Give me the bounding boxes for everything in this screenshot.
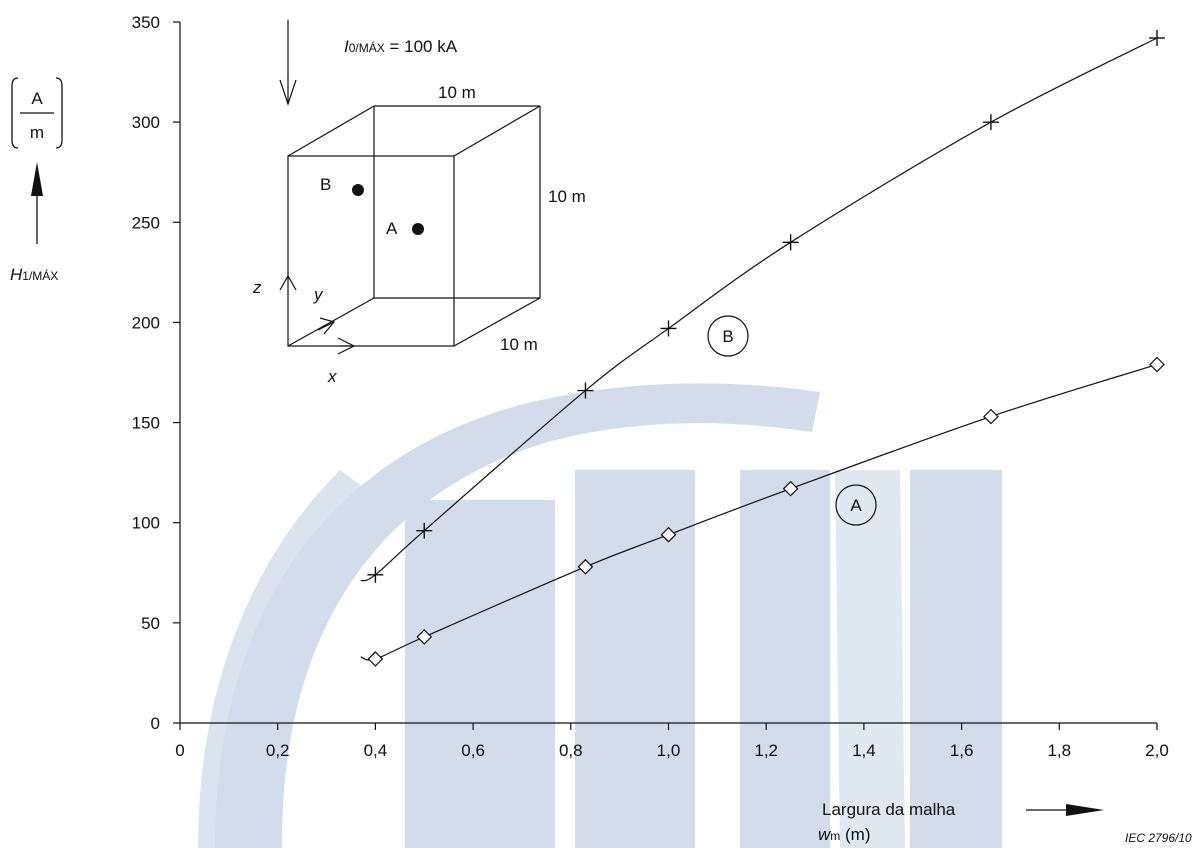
data-point-b xyxy=(1149,30,1165,47)
inset-axis-y: y xyxy=(313,285,324,304)
x-axis-label-suffix: (m) xyxy=(840,825,870,844)
x-tick-label: 1,0 xyxy=(657,741,681,760)
inset-point-a xyxy=(412,223,424,235)
y-axis-label-main: H xyxy=(10,265,23,284)
y-tick-label: 100 xyxy=(132,514,160,533)
x-tick-label: 0,2 xyxy=(266,741,290,760)
inset-current-sub: 0/MÁX xyxy=(349,40,385,55)
y-tick-label: 300 xyxy=(132,113,160,132)
inset-current-main: I xyxy=(344,37,349,56)
series-label-b-text: B xyxy=(722,327,733,346)
x-axis-label-sub: m xyxy=(830,829,840,843)
x-tick-label: 0 xyxy=(175,741,184,760)
y-tick-label: 150 xyxy=(132,414,160,433)
x-tick-label: 0,4 xyxy=(364,741,388,760)
data-point-a xyxy=(1149,356,1165,373)
y-tick-label: 50 xyxy=(141,614,160,633)
x-tick-label: 1,6 xyxy=(950,741,974,760)
y-tick-label: 0 xyxy=(151,714,160,733)
y-tick-label: 200 xyxy=(132,313,160,332)
data-point-b xyxy=(416,522,433,539)
data-point-a xyxy=(660,526,677,543)
data-point-b xyxy=(577,382,594,399)
y-unit-fraction: A m xyxy=(11,77,63,149)
data-point-b xyxy=(367,566,384,583)
inset-axis-z: z xyxy=(252,278,262,297)
x-axis-label-main: w xyxy=(818,825,832,844)
series-label-b: B xyxy=(707,315,749,357)
inset-current-label: I0/MÁX = 100 kA xyxy=(344,37,458,56)
x-tick-label: 2,0 xyxy=(1145,741,1169,760)
x-axis-label-line1: Largura da malha xyxy=(822,800,956,819)
inset-dim-side: 10 m xyxy=(548,187,586,206)
y-axis-arrow xyxy=(31,162,43,244)
inset-current-suffix: = 100 kA xyxy=(385,37,458,56)
y-unit-denominator: m xyxy=(30,123,44,142)
series-label-a-text: A xyxy=(850,496,862,515)
y-axis-label: H1/MÁX xyxy=(10,265,58,284)
x-tick-label: 0,8 xyxy=(559,741,583,760)
data-point-a xyxy=(416,629,433,645)
y-axis-label-sub: 1/MÁX xyxy=(22,268,58,283)
inset-cube xyxy=(279,20,541,355)
inset-dim-depth: 10 m xyxy=(500,335,538,354)
x-tick-label: 1,4 xyxy=(852,741,876,760)
data-point-b xyxy=(982,114,999,131)
x-tick-label: 1,2 xyxy=(754,741,778,760)
data-point-b xyxy=(660,320,677,337)
inset-label-b: B xyxy=(320,175,331,194)
x-tick-label: 1,8 xyxy=(1047,741,1071,760)
inset-dim-top: 10 m xyxy=(438,83,476,102)
data-point-b xyxy=(782,234,799,251)
figure-ref: IEC 2796/10 xyxy=(1125,831,1192,845)
x-axis-arrow xyxy=(1026,804,1104,816)
y-unit-numerator: A xyxy=(31,89,43,108)
watermark-logo xyxy=(198,383,1002,848)
y-tick-label: 250 xyxy=(132,213,160,232)
series-label-a: A xyxy=(835,484,877,526)
x-axis-label: wm (m) xyxy=(818,825,871,844)
data-point-a xyxy=(367,651,384,667)
data-point-a xyxy=(983,408,999,425)
x-tick-label: 0,6 xyxy=(461,741,485,760)
axes: 0 0,2 0,4 0,6 0,8 1,0 1,2 1,4 1,6 1,8 2,0 0 50 100 150… xyxy=(132,13,1169,760)
series-layer xyxy=(360,30,1165,667)
inset-point-b xyxy=(352,184,364,196)
data-point-a xyxy=(782,480,799,497)
inset-axis-x: x xyxy=(327,367,337,386)
inset-label-a: A xyxy=(386,219,398,238)
y-tick-label: 350 xyxy=(132,13,160,32)
data-point-a xyxy=(577,558,594,575)
